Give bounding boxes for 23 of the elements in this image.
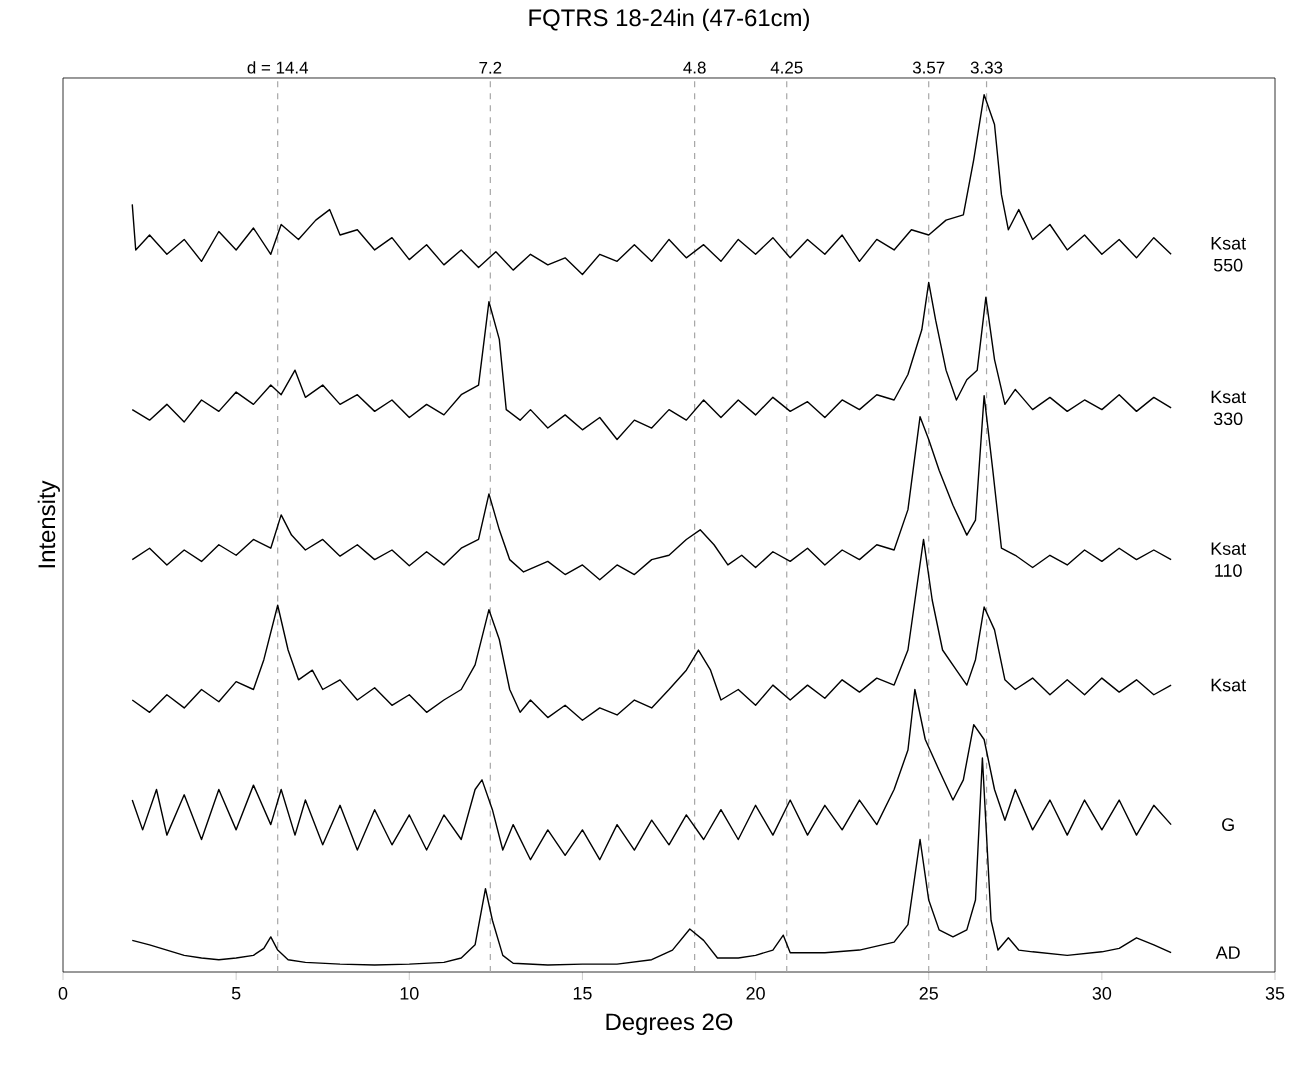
x-tick-label: 25 bbox=[919, 987, 938, 1000]
text: d = 14.4 bbox=[247, 61, 309, 74]
text: 3.57 bbox=[912, 61, 945, 74]
text: 4.8 bbox=[683, 61, 706, 74]
x-tick-label: 20 bbox=[746, 987, 765, 1000]
text: G bbox=[1222, 818, 1234, 831]
text: Ksat 550 bbox=[1211, 237, 1246, 272]
text: 7.2 bbox=[479, 61, 502, 74]
text: AD bbox=[1215, 946, 1240, 959]
text: Ksat 110 bbox=[1211, 542, 1246, 577]
text: 4.25 bbox=[770, 61, 803, 74]
x-tick-label: 0 bbox=[58, 987, 68, 1000]
text: Ksat bbox=[1211, 678, 1246, 692]
text: 3.33 bbox=[970, 61, 1003, 74]
x-tick-label: 35 bbox=[1265, 987, 1285, 1000]
x-tick-label: 5 bbox=[231, 987, 241, 1000]
x-tick-label: 15 bbox=[573, 987, 592, 1000]
text: Ksat 330 bbox=[1211, 390, 1246, 426]
x-tick-label: 10 bbox=[400, 987, 419, 1000]
chart-title: FQTRS 18-24in (47-61cm) bbox=[529, 8, 809, 31]
x-tick-label: 30 bbox=[1092, 987, 1112, 1000]
x-axis-title: Degrees 2Θ bbox=[606, 1013, 733, 1036]
y-axis-title: Intensity bbox=[37, 480, 60, 568]
